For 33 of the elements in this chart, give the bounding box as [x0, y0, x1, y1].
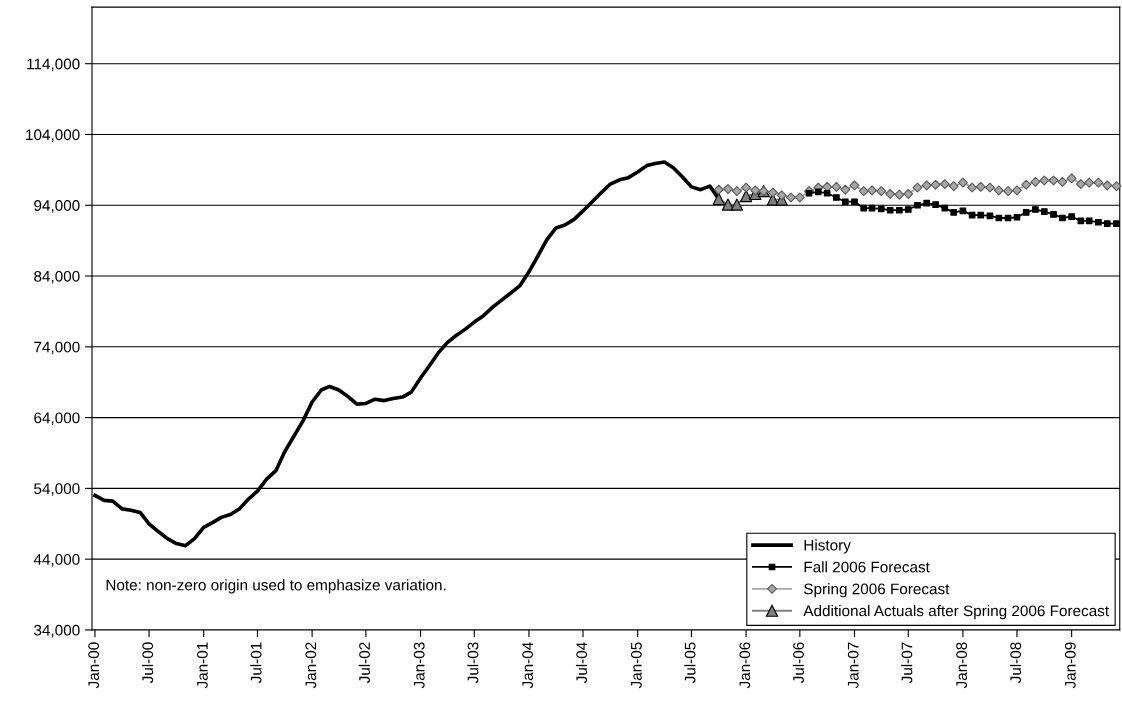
y-tick-label: 84,000	[34, 270, 80, 284]
x-tick-label: Jan-02	[305, 642, 317, 689]
legend-label: Fall 2006 Forecast	[804, 561, 930, 573]
legend-label: Additional Actuals after Spring 2006 Forecast	[803, 605, 1109, 620]
x-tick-label: Jan-07	[847, 642, 859, 689]
x-tick-label: Jan-03	[413, 642, 425, 689]
x-tick-label: Jan-00	[88, 642, 100, 689]
x-tick-label: Jul-05	[684, 642, 696, 684]
x-tick-label: Jul-04	[575, 642, 588, 684]
x-tick-label: Jan-06	[739, 642, 751, 689]
x-tick-label: Jul-06	[792, 642, 804, 684]
y-tick-label: 64,000	[34, 412, 80, 426]
x-tick-label: Jan-04	[522, 642, 534, 689]
x-tick-label: Jul-07	[901, 642, 913, 684]
annotation: Note: non-zero origin used to emphasize variation.	[106, 579, 446, 594]
y-tick-label: 94,000	[34, 200, 80, 213]
x-tick-label: Jan-08	[956, 642, 968, 689]
y-tick-label: 34,000	[34, 624, 80, 638]
x-tick-label: Jul-02	[358, 642, 370, 684]
y-tick-label: 104,000	[26, 129, 80, 142]
y-tick-label: 44,000	[33, 554, 80, 567]
x-tick-label: Jul-08	[1009, 642, 1022, 684]
x-tick-label: Jul-00	[141, 642, 154, 684]
x-tick-label: Jan-01	[196, 642, 208, 689]
y-tick-label: 114,000	[27, 58, 80, 72]
legend-label: History	[804, 539, 851, 554]
x-tick-label: Jul-01	[250, 642, 262, 684]
y-tick-label: 74,000	[34, 341, 80, 355]
y-tick-label: 54,000	[34, 483, 80, 496]
legend-label: Spring 2006 Forecast	[804, 583, 950, 598]
x-tick-label: Jul-03	[467, 642, 479, 684]
x-tick-label: Jan-09	[1064, 642, 1076, 689]
x-tick-label: Jan-05	[630, 642, 642, 689]
